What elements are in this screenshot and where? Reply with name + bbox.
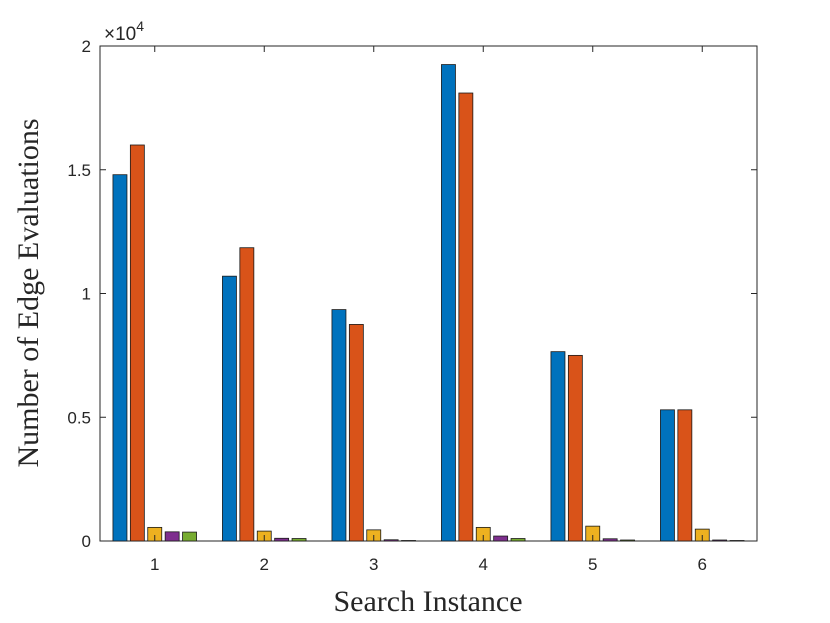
bar-s5-c3	[401, 540, 416, 542]
x-tick-label: 4	[479, 555, 488, 574]
bar-s2-c1	[129, 144, 145, 542]
y-exponent-base: ×10	[104, 24, 136, 45]
bar-s5-c5	[620, 539, 635, 542]
bar-s4-c6	[712, 539, 728, 542]
x-axis-title: Search Instance	[333, 585, 522, 618]
y-tick-label: 0	[82, 532, 91, 551]
x-tick-label: 1	[150, 555, 159, 574]
bar-s1-c2	[222, 275, 237, 542]
bar-s1-c6	[660, 409, 675, 542]
y-tick-label: 1	[82, 285, 91, 304]
x-tick-label: 5	[588, 555, 597, 574]
bar-s4-c2	[274, 537, 290, 542]
y-axis-title: Number of Edge Evaluations	[12, 118, 45, 467]
plot-area	[99, 45, 758, 542]
bar-s5-c2	[291, 538, 307, 542]
bar-s2-c6	[677, 409, 693, 542]
y-exponent-power: 4	[136, 18, 144, 34]
bar-s4-c5	[602, 538, 618, 542]
bar-s2-c3	[348, 324, 364, 542]
bar-s1-c3	[331, 309, 347, 542]
bar-s5-c6	[729, 540, 745, 542]
bar-s1-c1	[112, 174, 128, 542]
bar-s1-c4	[441, 64, 456, 542]
bar-s2-c2	[239, 247, 255, 542]
bar-s4-c3	[383, 539, 399, 542]
x-tick-label: 3	[369, 555, 378, 574]
y-tick-label: 2	[82, 37, 91, 56]
bar-s2-c4	[458, 92, 474, 542]
y-tick-label: 0.5	[67, 408, 91, 427]
x-tick-label: 2	[260, 555, 269, 574]
bar-s4-c1	[164, 531, 180, 542]
y-tick-label: 1.5	[67, 161, 91, 180]
x-tick-label: 6	[698, 555, 707, 574]
bar-s1-c5	[550, 351, 566, 542]
bar-s5-c4	[510, 538, 526, 542]
bar-s5-c1	[182, 531, 197, 542]
bar-s2-c5	[567, 354, 583, 542]
y-exponent-label: ×104	[104, 18, 144, 45]
bars-group	[112, 64, 745, 542]
bar-s4-c4	[493, 535, 509, 542]
x-ticks-group: 1 2 3 4 5 6	[150, 46, 707, 574]
y-ticks-group: 0 0.5 1 1.5 2	[67, 37, 757, 551]
